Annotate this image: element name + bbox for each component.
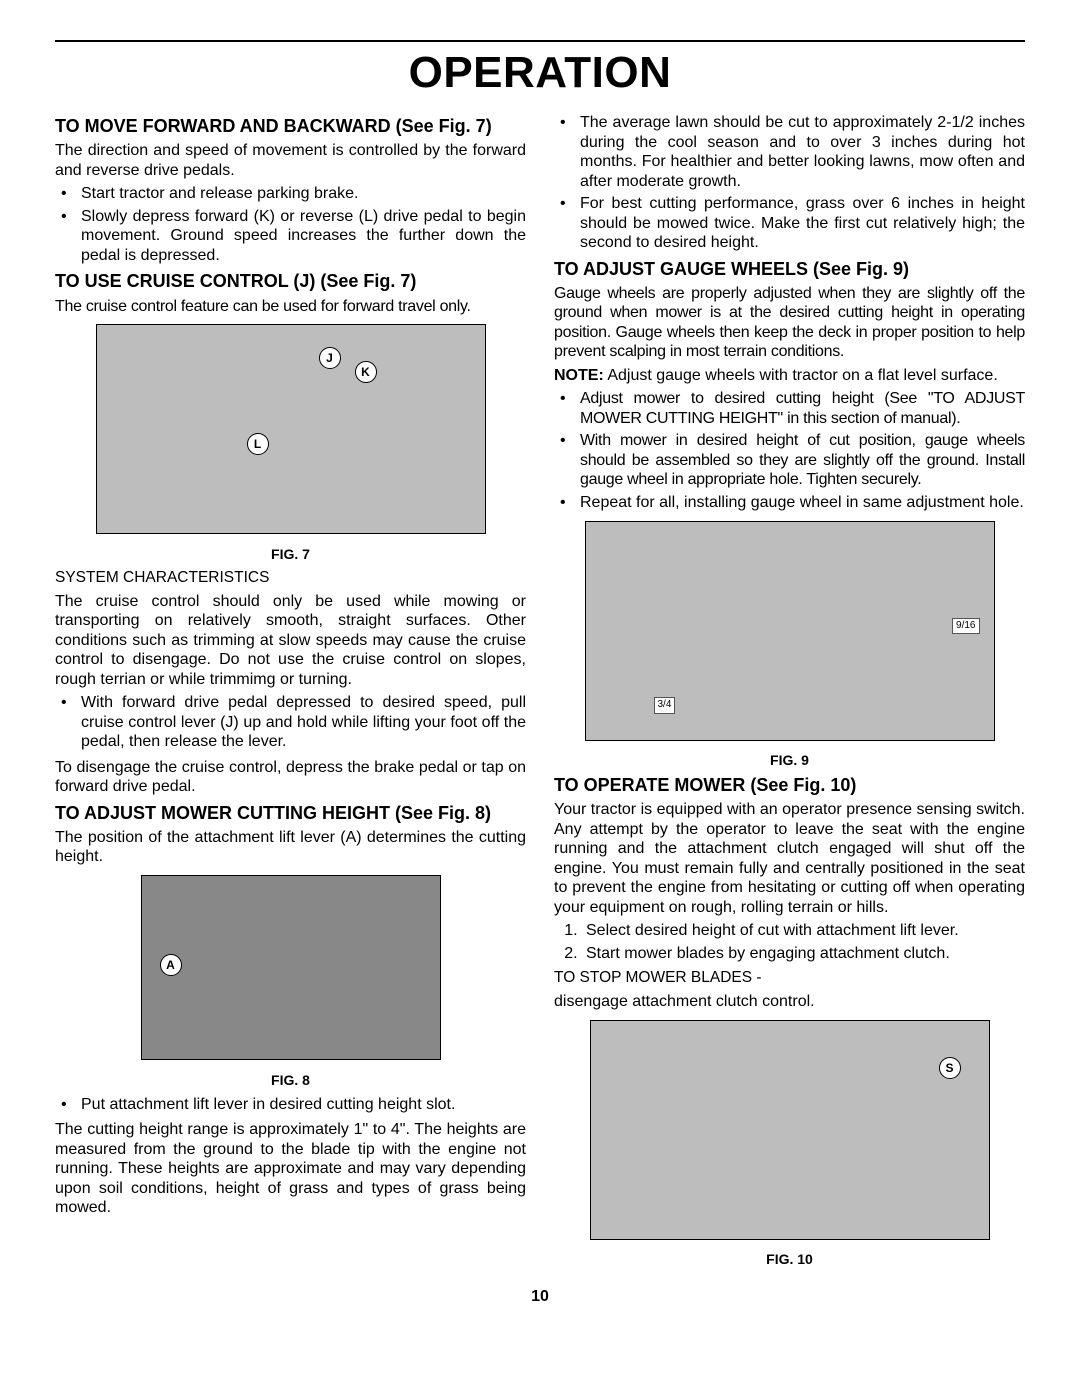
top-rule (55, 40, 1025, 42)
heading-gauge-wheels: TO ADJUST GAUGE WHEELS (See Fig. 9) (554, 259, 1025, 280)
para: The cutting height range is approximatel… (55, 1120, 526, 1218)
figure-7-image: J K L (96, 324, 486, 534)
figure-10: S FIG. 10 (554, 1020, 1025, 1269)
list-item: The average lawn should be cut to approx… (554, 113, 1025, 191)
para: Gauge wheels are properly adjusted when … (554, 284, 1025, 362)
para: disengage attachment clutch control. (554, 992, 1025, 1012)
bullet-list: Put attachment lift lever in desired cut… (55, 1095, 526, 1115)
list-item: Repeat for all, installing gauge wheel i… (554, 493, 1025, 513)
para: The direction and speed of movement is c… (55, 141, 526, 180)
para: The cruise control feature can be used f… (55, 297, 526, 317)
para: Your tractor is equipped with an operato… (554, 800, 1025, 917)
para: The cruise control should only be used w… (55, 592, 526, 690)
list-item: With mower in desired height of cut posi… (554, 431, 1025, 490)
list-item: Adjust mower to desired cutting height (… (554, 389, 1025, 428)
list-item: For best cutting performance, grass over… (554, 194, 1025, 253)
figure-9-image: 9/16 3/4 (585, 521, 995, 741)
figure-7-caption: FIG. 7 (55, 546, 526, 563)
figure-10-image: S (590, 1020, 990, 1240)
left-column: TO MOVE FORWARD AND BACKWARD (See Fig. 7… (55, 110, 526, 1274)
callout-l: L (247, 433, 269, 455)
bullet-list: The average lawn should be cut to approx… (554, 113, 1025, 253)
figure-10-caption: FIG. 10 (554, 1251, 1025, 1268)
bullet-list: Start tractor and release parking brake.… (55, 184, 526, 265)
heading-operate-mower: TO OPERATE MOWER (See Fig. 10) (554, 775, 1025, 796)
note-text: Adjust gauge wheels with tractor on a fl… (604, 367, 998, 384)
page-title: OPERATION (55, 48, 1025, 98)
ordered-list: Select desired height of cut with attach… (554, 921, 1025, 963)
para: To disengage the cruise control, depress… (55, 758, 526, 797)
hex-label-916: 9/16 (952, 618, 979, 634)
figure-8-image: A (141, 875, 441, 1060)
figure-9: 9/16 3/4 FIG. 9 (554, 521, 1025, 770)
subhead-system-chars: SYSTEM CHARACTERISTICS (55, 569, 526, 588)
bullet-list: Adjust mower to desired cutting height (… (554, 389, 1025, 512)
list-item: Start mower blades by engaging attachmen… (582, 944, 1025, 964)
callout-s: S (939, 1057, 961, 1079)
list-item: Select desired height of cut with attach… (582, 921, 1025, 941)
page-number: 10 (55, 1288, 1025, 1306)
two-column-layout: TO MOVE FORWARD AND BACKWARD (See Fig. 7… (55, 110, 1025, 1274)
list-item: Put attachment lift lever in desired cut… (55, 1095, 526, 1115)
callout-k: K (355, 361, 377, 383)
figure-9-caption: FIG. 9 (554, 752, 1025, 769)
callout-a: A (160, 954, 182, 976)
note-label: NOTE: (554, 367, 604, 384)
heading-cruise-control: TO USE CRUISE CONTROL (J) (See Fig. 7) (55, 271, 526, 292)
callout-j: J (319, 347, 341, 369)
figure-8-caption: FIG. 8 (55, 1072, 526, 1089)
heading-adjust-height: TO ADJUST MOWER CUTTING HEIGHT (See Fig.… (55, 803, 526, 824)
hex-label-34: 3/4 (654, 697, 676, 713)
right-column: The average lawn should be cut to approx… (554, 110, 1025, 1274)
list-item: Slowly depress forward (K) or reverse (L… (55, 207, 526, 266)
list-item: With forward drive pedal depressed to de… (55, 693, 526, 752)
bullet-list: With forward drive pedal depressed to de… (55, 693, 526, 752)
figure-7: J K L FIG. 7 (55, 324, 526, 563)
list-item: Start tractor and release parking brake. (55, 184, 526, 204)
note: NOTE: Adjust gauge wheels with tractor o… (554, 366, 1025, 386)
heading-move-forward: TO MOVE FORWARD AND BACKWARD (See Fig. 7… (55, 116, 526, 137)
subhead-stop-blades: TO STOP MOWER BLADES - (554, 969, 1025, 988)
figure-8: A FIG. 8 (55, 875, 526, 1089)
para: The position of the attachment lift leve… (55, 828, 526, 867)
